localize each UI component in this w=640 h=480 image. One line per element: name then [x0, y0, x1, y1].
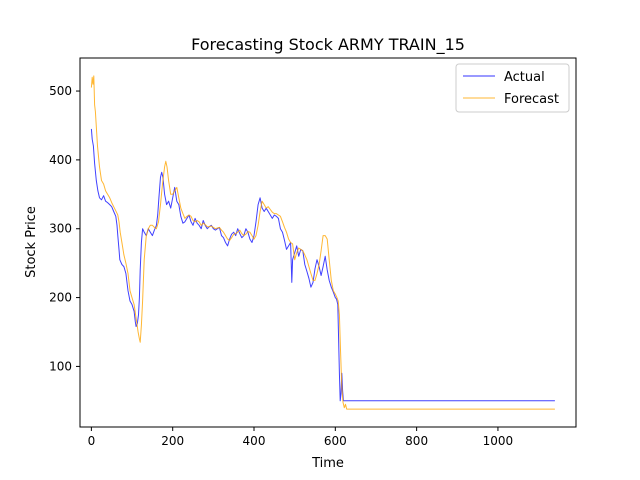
- legend-forecast-label: Forecast: [504, 92, 559, 107]
- y-axis-label: Stock Price: [24, 206, 39, 278]
- x-tick-label: 200: [161, 434, 184, 448]
- chart-title: Forecasting Stock ARMY TRAIN_15: [191, 35, 465, 55]
- y-tick-label: 100: [49, 359, 72, 373]
- series-layer: [90, 75, 555, 410]
- series-line-forecast: [90, 75, 555, 410]
- x-tick-label: 0: [88, 434, 96, 448]
- x-tick-label: 800: [405, 434, 428, 448]
- y-tick-label: 400: [49, 153, 72, 167]
- x-tick-label: 400: [243, 434, 266, 448]
- y-tick-label: 500: [49, 84, 72, 98]
- legend: Actual Forecast: [455, 63, 570, 113]
- plot-frame: [79, 57, 577, 428]
- x-tick-label: 600: [324, 434, 347, 448]
- y-axis-ticks: 100 200 300 400 500: [49, 84, 80, 373]
- x-axis-label: Time: [311, 456, 344, 471]
- legend-actual-label: Actual: [504, 70, 545, 85]
- x-tick-label: 1000: [483, 434, 514, 448]
- x-axis-ticks: 0 200 400 600 800 1000: [88, 427, 514, 448]
- y-tick-label: 300: [49, 222, 72, 236]
- y-tick-label: 200: [49, 291, 72, 305]
